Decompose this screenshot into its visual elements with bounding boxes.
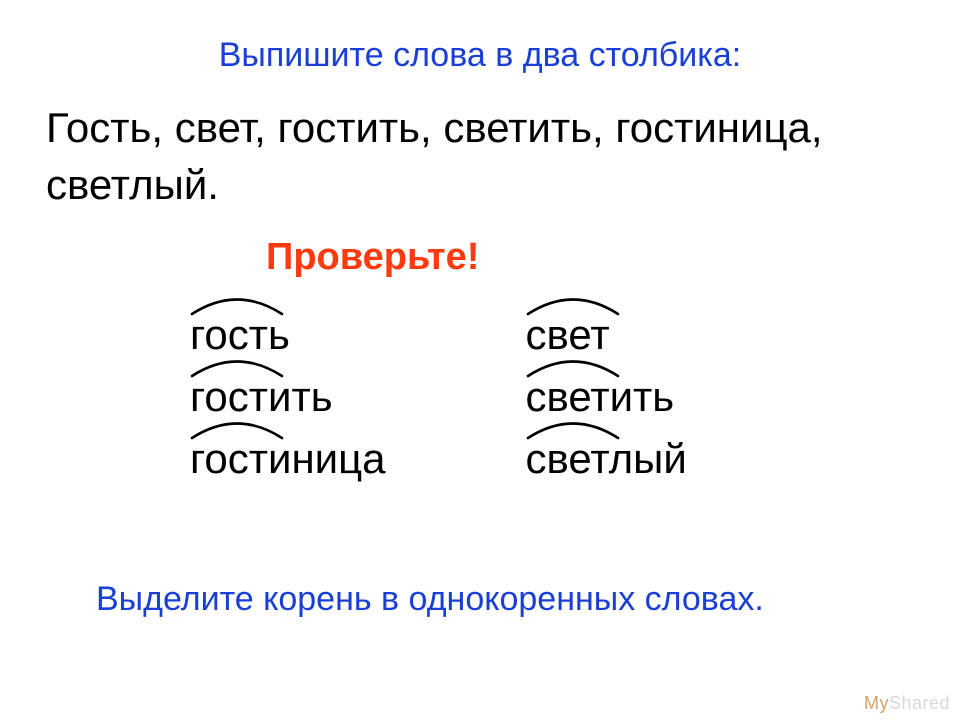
slide-page: Выпишите слова в два столбика: Гость, св… bbox=[0, 0, 960, 720]
word-text: светить bbox=[526, 376, 675, 418]
word-text: гостиница bbox=[190, 438, 386, 480]
word-cell: свет bbox=[526, 308, 687, 356]
watermark: MyShared bbox=[864, 693, 950, 714]
watermark-prefix: My bbox=[864, 693, 889, 713]
word-text: свет bbox=[526, 314, 610, 356]
root-arc-icon bbox=[526, 356, 620, 378]
watermark-rest: Shared bbox=[889, 693, 950, 713]
answer-column-2: свет светить светлый bbox=[526, 308, 687, 480]
answer-column-1: гость гостить гостиница bbox=[190, 308, 386, 480]
word-text: гость bbox=[190, 314, 290, 356]
root-arc-icon bbox=[526, 294, 620, 316]
root-arc-icon bbox=[190, 418, 284, 440]
word-text: светлый bbox=[526, 438, 687, 480]
instruction-title: Выпишите слова в два столбика: bbox=[0, 36, 960, 75]
word-cell: гостить bbox=[190, 370, 386, 418]
word-cell: светлый bbox=[526, 432, 687, 480]
word-list: Гость, свет, гостить, светить, гостиница… bbox=[46, 100, 920, 213]
check-label: Проверьте! bbox=[266, 236, 479, 279]
footer-instruction: Выделите корень в однокоренных словах. bbox=[96, 580, 764, 619]
word-text: гостить bbox=[190, 376, 333, 418]
word-cell: гость bbox=[190, 308, 386, 356]
word-cell: гостиница bbox=[190, 432, 386, 480]
answer-columns: гость гостить гостиница свет светить светлый bbox=[190, 308, 687, 480]
root-arc-icon bbox=[190, 294, 284, 316]
root-arc-icon bbox=[526, 418, 620, 440]
word-cell: светить bbox=[526, 370, 687, 418]
root-arc-icon bbox=[190, 356, 284, 378]
